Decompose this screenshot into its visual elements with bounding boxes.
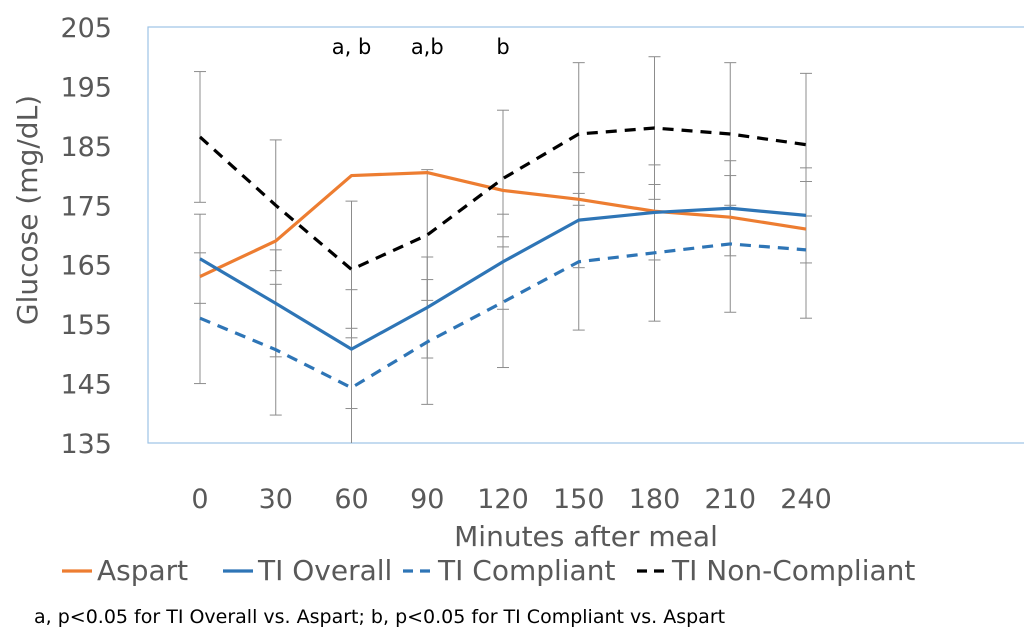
legend-label: TI Non-Compliant — [671, 554, 915, 587]
x-tick-label: 180 — [629, 484, 681, 515]
significance-annotation: b — [496, 35, 509, 59]
x-tick-label: 60 — [334, 484, 368, 515]
x-tick-label: 120 — [477, 484, 529, 515]
x-tick-label: 150 — [553, 484, 605, 515]
y-tick-label: 195 — [60, 72, 112, 103]
x-tick-label: 210 — [704, 484, 756, 515]
y-tick-label: 205 — [60, 13, 112, 44]
series-line-aspart — [199, 171, 807, 279]
x-tick-label: 90 — [410, 484, 444, 515]
y-tick-label: 185 — [60, 132, 112, 163]
x-tick-label: 240 — [780, 484, 832, 515]
significance-annotation: a,b — [411, 35, 444, 59]
significance-annotation: a, b — [332, 35, 372, 59]
error-bar — [497, 236, 509, 369]
series-line-ti-compliant — [199, 242, 807, 390]
legend-item-ti-compliant: TI Compliant — [403, 554, 615, 587]
legend-item-aspart: Aspart — [62, 554, 188, 587]
legend-label: TI Overall — [257, 554, 392, 587]
legend-item-ti-overall: TI Overall — [223, 554, 392, 587]
y-axis-title: Glucose (mg/dL) — [11, 95, 44, 325]
x-tick-label: 30 — [259, 484, 293, 515]
x-tick-label: 0 — [191, 484, 208, 515]
series-line-ti-non-compliant — [198, 126, 807, 272]
y-tick-label: 155 — [60, 310, 112, 341]
legend-label: TI Compliant — [437, 554, 615, 587]
y-tick-label: 165 — [60, 251, 112, 282]
legend-item-ti-non-compliant: TI Non-Compliant — [637, 554, 915, 587]
plot-area-border — [147, 26, 1024, 444]
y-tick-label: 145 — [60, 370, 112, 401]
y-tick-label: 135 — [60, 429, 112, 460]
y-tick-label: 175 — [60, 191, 112, 222]
error-bar — [345, 200, 358, 339]
footnote: a, p<0.05 for TI Overall vs. Aspart; b, … — [34, 606, 725, 628]
x-axis-title: Minutes after meal — [454, 520, 718, 553]
series-line-ti-overall — [199, 206, 807, 351]
error-bar — [421, 169, 434, 301]
legend-label: Aspart — [97, 554, 188, 587]
error-bar — [497, 109, 509, 248]
